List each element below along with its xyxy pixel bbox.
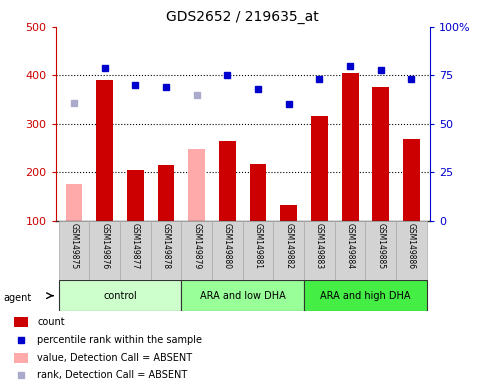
Bar [66, 184, 83, 221]
Text: GSM149880: GSM149880 [223, 223, 232, 269]
Text: GSM149876: GSM149876 [100, 223, 109, 269]
Bar [403, 139, 420, 221]
Bar [304, 280, 427, 311]
Bar [372, 88, 389, 221]
Bar [181, 280, 304, 311]
Bar [188, 149, 205, 221]
Title: GDS2652 / 219635_at: GDS2652 / 219635_at [166, 10, 319, 25]
Bar [58, 280, 181, 311]
Text: GSM149886: GSM149886 [407, 223, 416, 269]
Bar [120, 221, 151, 280]
Text: GSM149884: GSM149884 [346, 223, 355, 269]
Text: control: control [103, 291, 137, 301]
Bar [341, 73, 358, 221]
Bar [212, 221, 243, 280]
Bar [127, 170, 144, 221]
Bar [396, 221, 427, 280]
Text: ARA and low DHA: ARA and low DHA [200, 291, 285, 301]
Text: GSM149877: GSM149877 [131, 223, 140, 269]
Bar [14, 353, 28, 362]
Text: GSM149875: GSM149875 [70, 223, 78, 269]
Text: count: count [38, 317, 65, 327]
Bar [280, 205, 297, 221]
Bar [243, 221, 273, 280]
Bar [304, 221, 335, 280]
Bar [311, 116, 328, 221]
Bar [181, 221, 212, 280]
Text: percentile rank within the sample: percentile rank within the sample [38, 335, 202, 345]
Text: ARA and high DHA: ARA and high DHA [320, 291, 411, 301]
Bar [250, 164, 267, 221]
Text: GSM149883: GSM149883 [315, 223, 324, 269]
Text: rank, Detection Call = ABSENT: rank, Detection Call = ABSENT [38, 371, 188, 381]
Text: GSM149879: GSM149879 [192, 223, 201, 269]
Bar [151, 221, 181, 280]
Bar [219, 141, 236, 221]
Text: GSM149881: GSM149881 [254, 223, 263, 268]
Bar [58, 221, 89, 280]
Bar [14, 317, 28, 327]
Bar [273, 221, 304, 280]
Text: GSM149882: GSM149882 [284, 223, 293, 268]
Bar [89, 221, 120, 280]
Bar [335, 221, 366, 280]
Text: value, Detection Call = ABSENT: value, Detection Call = ABSENT [38, 353, 193, 363]
Text: GSM149878: GSM149878 [161, 223, 170, 269]
Bar [157, 165, 174, 221]
Bar [96, 80, 113, 221]
Text: agent: agent [4, 293, 32, 303]
Bar [366, 221, 396, 280]
Text: GSM149885: GSM149885 [376, 223, 385, 269]
